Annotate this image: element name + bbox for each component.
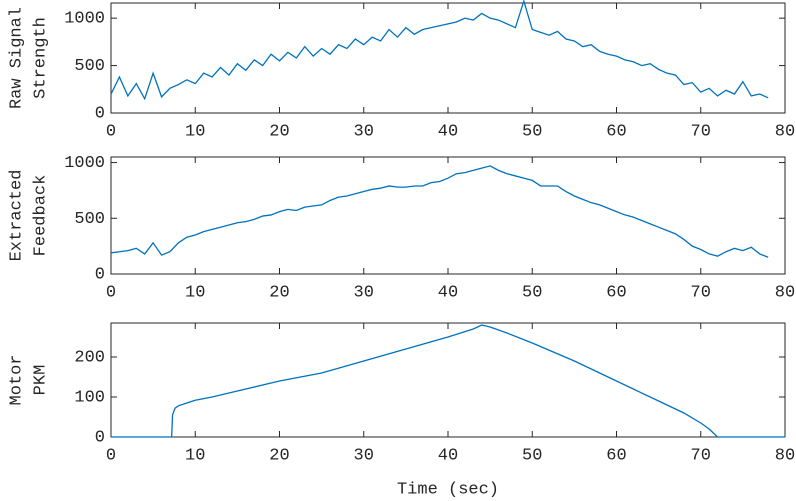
y-axis-label: Motor xyxy=(7,354,26,405)
x-tick-label: 30 xyxy=(354,122,374,141)
signal-line xyxy=(110,0,769,101)
x-tick-label: 0 xyxy=(106,283,116,302)
x-tick-label: 10 xyxy=(185,283,205,302)
x-tick-label: 40 xyxy=(438,446,458,465)
x-tick-label: 0 xyxy=(106,446,116,465)
x-tick-label: 80 xyxy=(775,446,795,465)
x-tick-label: 50 xyxy=(522,122,542,141)
x-tick-label: 60 xyxy=(606,446,626,465)
y-tick-label: 1000 xyxy=(64,154,105,173)
y-axis-label: Raw Signal xyxy=(7,7,26,109)
y-tick-label: 0 xyxy=(95,104,105,123)
y-tick-label: 0 xyxy=(95,428,105,447)
y-tick-label: 0 xyxy=(95,265,105,284)
x-tick-label: 10 xyxy=(185,122,205,141)
axes-box xyxy=(110,322,786,438)
x-tick-label: 60 xyxy=(606,283,626,302)
y-axis-label: Extracted xyxy=(7,170,26,262)
signal-line xyxy=(110,165,769,258)
y-tick-label: 1000 xyxy=(64,10,105,29)
x-tick-label: 40 xyxy=(438,283,458,302)
x-tick-label: 30 xyxy=(354,446,374,465)
axes-box xyxy=(110,156,786,275)
y-axis-label: Strength xyxy=(31,17,50,99)
x-tick-label: 20 xyxy=(269,122,289,141)
y-axis-label: PKM xyxy=(31,365,50,396)
x-tick-label: 30 xyxy=(354,283,374,302)
x-tick-label: 40 xyxy=(438,122,458,141)
x-tick-label: 70 xyxy=(691,122,711,141)
y-axis-label: Feedback xyxy=(31,175,50,257)
signal-line xyxy=(111,324,785,438)
x-tick-label: 70 xyxy=(691,446,711,465)
x-tick-label: 50 xyxy=(522,446,542,465)
x-tick-label: 50 xyxy=(522,283,542,302)
x-axis-label: Time (sec) xyxy=(397,480,499,499)
x-tick-label: 60 xyxy=(606,122,626,141)
x-tick-label: 20 xyxy=(269,446,289,465)
y-tick-label: 500 xyxy=(74,57,105,76)
x-tick-label: 70 xyxy=(691,283,711,302)
y-tick-label: 200 xyxy=(74,348,105,367)
x-tick-label: 20 xyxy=(269,283,289,302)
axes-box xyxy=(110,2,786,114)
x-tick-label: 80 xyxy=(775,283,795,302)
x-tick-label: 0 xyxy=(106,122,116,141)
x-tick-label: 80 xyxy=(775,122,795,141)
x-tick-label: 10 xyxy=(185,446,205,465)
y-tick-label: 100 xyxy=(74,388,105,407)
y-tick-label: 500 xyxy=(74,210,105,229)
